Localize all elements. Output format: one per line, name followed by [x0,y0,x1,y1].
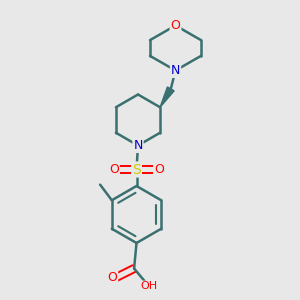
Polygon shape [160,87,174,107]
Text: O: O [109,163,119,176]
Text: O: O [107,272,117,284]
Text: S: S [132,163,141,176]
Text: OH: OH [140,281,157,292]
Text: N: N [171,64,180,77]
Text: N: N [133,139,143,152]
Text: O: O [171,19,180,32]
Text: O: O [154,163,164,176]
